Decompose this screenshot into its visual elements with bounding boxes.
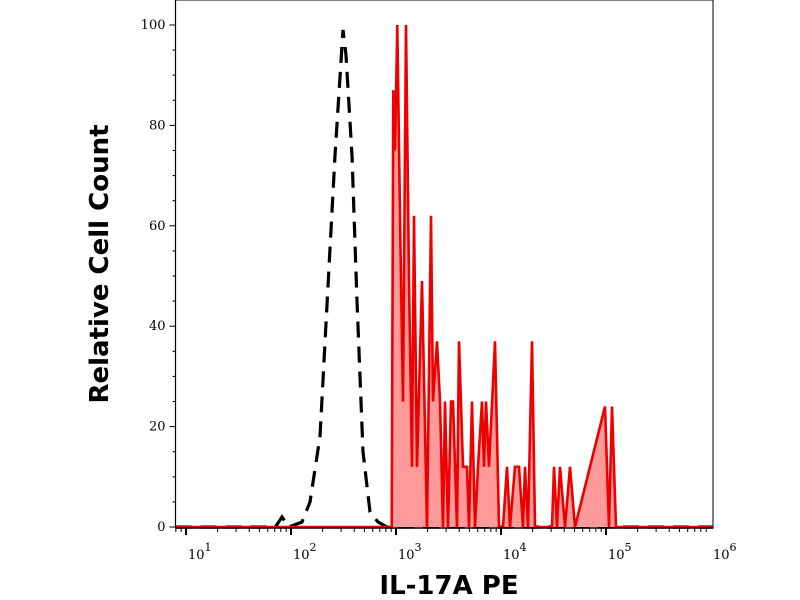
x-tick-base: 10	[713, 548, 730, 563]
x-tick-base: 10	[608, 548, 625, 563]
y-tick-label: 0	[157, 520, 165, 535]
x-tick-exponent: 4	[520, 541, 527, 554]
x-tick-label: 101	[188, 541, 212, 563]
y-tick-label: 100	[141, 18, 166, 33]
x-tick-label: 103	[398, 541, 422, 563]
x-tick-label: 104	[503, 541, 527, 563]
x-axis-title: IL-17A PE	[379, 571, 518, 600]
x-tick-base: 10	[398, 548, 415, 563]
x-tick-exponent: 5	[625, 541, 632, 554]
y-tick-label: 60	[149, 219, 166, 234]
x-tick-exponent: 2	[310, 541, 317, 554]
x-tick-exponent: 1	[205, 541, 212, 554]
x-tick-base: 10	[503, 548, 520, 563]
x-tick-label: 105	[608, 541, 632, 563]
y-tick-label: 80	[149, 118, 166, 133]
x-tick-base: 10	[293, 548, 310, 563]
x-tick-exponent: 3	[415, 541, 422, 554]
y-axis-title: Relative Cell Count	[85, 124, 115, 403]
y-tick-label: 20	[149, 420, 166, 435]
x-tick-base: 10	[188, 548, 205, 563]
y-tick-label: 40	[149, 319, 166, 334]
x-tick-label: 102	[293, 541, 317, 563]
x-tick-label: 106	[713, 541, 737, 563]
stained-histogram-line	[175, 24, 713, 529]
x-tick-exponent: 6	[730, 541, 737, 554]
series-layer	[175, 24, 713, 529]
